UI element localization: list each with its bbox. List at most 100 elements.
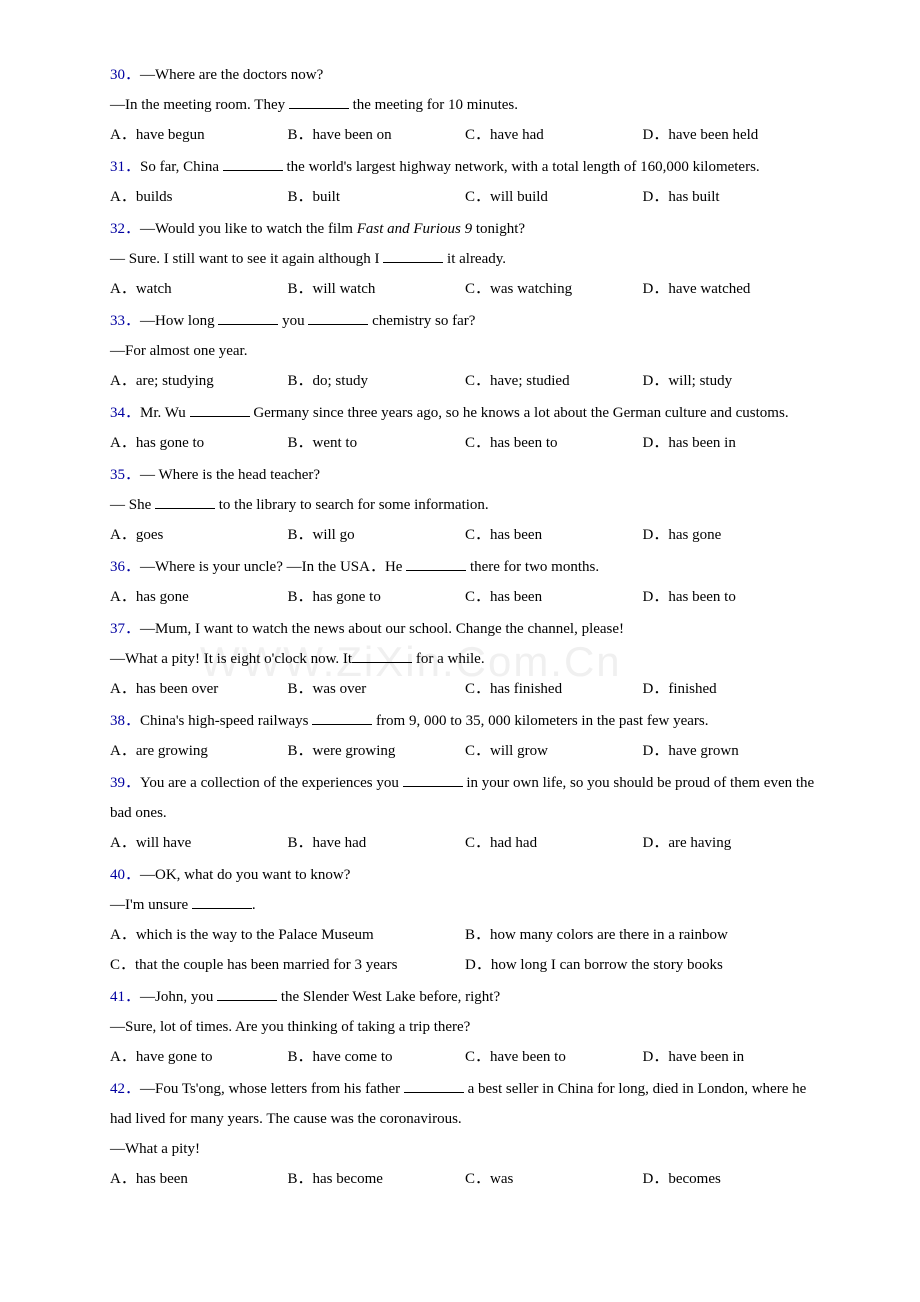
- option: C．has finished: [465, 674, 643, 704]
- option-label: C．: [465, 127, 490, 143]
- question-text: — Where is the head teacher?: [140, 467, 320, 483]
- blank: [383, 248, 443, 263]
- question-stem-line: 38．China's high-speed railways from 9, 0…: [110, 706, 820, 736]
- question-text: So far, China the world's largest highwa…: [140, 159, 760, 175]
- question-stem-line: 37．—Mum, I want to watch the news about …: [110, 614, 820, 644]
- option: A．have gone to: [110, 1042, 288, 1072]
- option-label: A．: [110, 589, 136, 605]
- option: C．has been: [465, 520, 643, 550]
- option-text: have had: [490, 127, 544, 143]
- option-label: B．: [288, 189, 313, 205]
- options-row: A．are; studyingB．do; studyC．have; studie…: [110, 366, 820, 396]
- option-text: has built: [668, 189, 719, 205]
- option-text: will go: [313, 527, 355, 543]
- option: A．which is the way to the Palace Museum: [110, 920, 465, 950]
- option: A．watch: [110, 274, 288, 304]
- option-label: A．: [110, 1049, 136, 1065]
- option-text: do; study: [313, 373, 368, 389]
- question-text: —How long you chemistry so far?: [140, 313, 475, 329]
- option-text: was watching: [490, 281, 572, 297]
- option: C．had had: [465, 828, 643, 858]
- option: A．are; studying: [110, 366, 288, 396]
- option: D．has built: [643, 182, 821, 212]
- options-row: A．buildsB．builtC．will buildD．has built: [110, 182, 820, 212]
- option-label: C．: [465, 1049, 490, 1065]
- option-text: will watch: [313, 281, 376, 297]
- question: 32．—Would you like to watch the film Fas…: [110, 214, 820, 304]
- option: C．have; studied: [465, 366, 643, 396]
- question-text: —OK, what do you want to know?: [140, 867, 350, 883]
- option-text: was over: [313, 681, 367, 697]
- question-stem-line: 42．—Fou Ts'ong, whose letters from his f…: [110, 1074, 820, 1134]
- option-text: has become: [313, 1171, 383, 1187]
- question-stem-line: —For almost one year.: [110, 336, 820, 366]
- question-stem-line: —I'm unsure .: [110, 890, 820, 920]
- question-stem-line: — She to the library to search for some …: [110, 490, 820, 520]
- option: D．has been to: [643, 582, 821, 612]
- option-label: B．: [288, 835, 313, 851]
- option: D．how long I can borrow the story books: [465, 950, 820, 980]
- option: B．went to: [288, 428, 466, 458]
- question: 30．—Where are the doctors now?—In the me…: [110, 60, 820, 150]
- options-row: A．has goneB．has gone toC．has beenD．has b…: [110, 582, 820, 612]
- options-row: A．goesB．will goC．has beenD．has gone: [110, 520, 820, 550]
- option: D．have been in: [643, 1042, 821, 1072]
- option: D．finished: [643, 674, 821, 704]
- questions-container: 30．—Where are the doctors now?—In the me…: [110, 60, 820, 1194]
- option-label: B．: [288, 681, 313, 697]
- question-number: 41．: [110, 989, 140, 1005]
- blank: [217, 986, 277, 1001]
- option-text: how long I can borrow the story books: [491, 957, 723, 973]
- blank: [404, 1078, 464, 1093]
- option-label: A．: [110, 743, 136, 759]
- option-label: D．: [643, 589, 669, 605]
- option-label: D．: [643, 281, 669, 297]
- option: C．has been to: [465, 428, 643, 458]
- options-row: A．has beenB．has becomeC．wasD．becomes: [110, 1164, 820, 1194]
- question: 31．So far, China the world's largest hig…: [110, 152, 820, 212]
- option-text: goes: [136, 527, 164, 543]
- option-label: C．: [465, 835, 490, 851]
- blank: [223, 156, 283, 171]
- option-label: D．: [643, 681, 669, 697]
- option: C．will build: [465, 182, 643, 212]
- question: 33．—How long you chemistry so far?—For a…: [110, 306, 820, 396]
- question-number: 30．: [110, 67, 140, 83]
- blank: [190, 402, 250, 417]
- option-text: how many colors are there in a rainbow: [490, 927, 728, 943]
- option-text: have watched: [668, 281, 750, 297]
- option: C．will grow: [465, 736, 643, 766]
- option-label: B．: [288, 435, 313, 451]
- option-label: C．: [110, 957, 135, 973]
- question-stem-line: 34．Mr. Wu Germany since three years ago,…: [110, 398, 820, 428]
- option: B．do; study: [288, 366, 466, 396]
- option: D．becomes: [643, 1164, 821, 1194]
- blank: [312, 710, 372, 725]
- question-stem-line: — Sure. I still want to see it again alt…: [110, 244, 820, 274]
- option: B．have come to: [288, 1042, 466, 1072]
- option-label: C．: [465, 527, 490, 543]
- option-text: that the couple has been married for 3 y…: [135, 957, 397, 973]
- option-label: B．: [288, 1171, 313, 1187]
- question: 36．—Where is your uncle? —In the USA．He …: [110, 552, 820, 612]
- question-number: 35．: [110, 467, 140, 483]
- option-label: C．: [465, 589, 490, 605]
- option-label: D．: [643, 1049, 669, 1065]
- question: 41．—John, you the Slender West Lake befo…: [110, 982, 820, 1072]
- option-text: has gone: [136, 589, 189, 605]
- option-text: will build: [490, 189, 548, 205]
- option-text: will grow: [490, 743, 548, 759]
- option-label: C．: [465, 373, 490, 389]
- question-number: 42．: [110, 1081, 140, 1097]
- option-label: A．: [110, 835, 136, 851]
- question-text: You are a collection of the experiences …: [110, 775, 814, 821]
- option: A．have begun: [110, 120, 288, 150]
- option: C．that the couple has been married for 3…: [110, 950, 465, 980]
- option: D．has gone: [643, 520, 821, 550]
- option-label: C．: [465, 281, 490, 297]
- question-number: 31．: [110, 159, 140, 175]
- blank: [218, 310, 278, 325]
- question: 35．— Where is the head teacher? — She to …: [110, 460, 820, 550]
- option-label: D．: [643, 435, 669, 451]
- option-text: has been: [490, 527, 542, 543]
